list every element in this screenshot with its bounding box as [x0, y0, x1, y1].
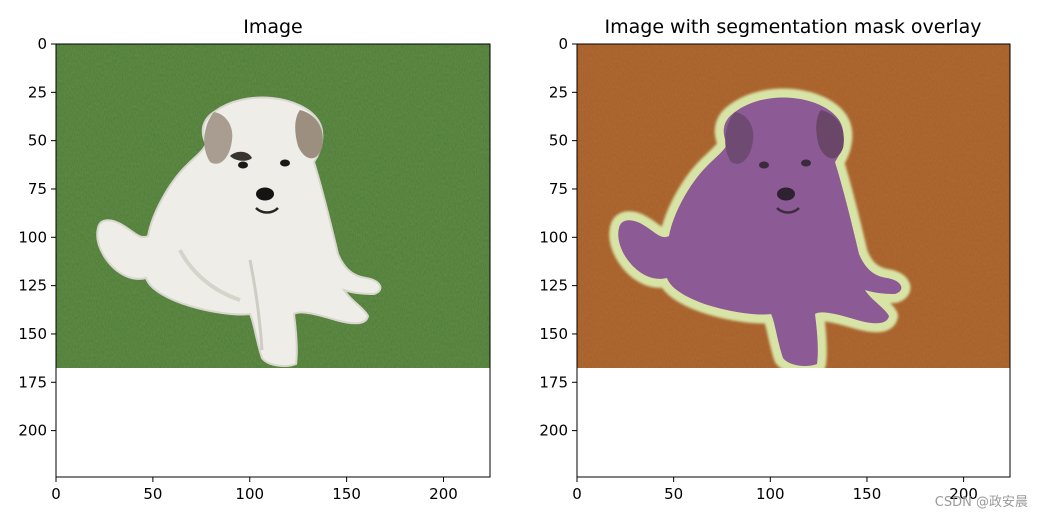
dog-eye-right	[280, 159, 290, 167]
overlay-eye-left	[759, 161, 769, 169]
overlay-ear-right	[816, 110, 844, 159]
dog-eye-left	[238, 161, 248, 169]
y-tick-label-R-50: 50	[549, 132, 568, 150]
axes-frame-right	[576, 43, 1011, 478]
x-tick-label-L-0: 0	[51, 485, 61, 503]
y-tick-label-L-50: 50	[28, 132, 47, 150]
y-tick-label-R-175: 175	[539, 373, 568, 391]
padding-region-overlay	[577, 368, 1010, 477]
y-tick-label-L-125: 125	[18, 277, 47, 295]
y-tick-label-R-75: 75	[549, 180, 568, 198]
y-tick-label-R-25: 25	[549, 83, 568, 101]
y-tick-label-R-100: 100	[539, 228, 568, 246]
y-tick-label-R-125: 125	[539, 277, 568, 295]
title-right: Image with segmentation mask overlay	[605, 16, 982, 38]
dog-body-shadow	[178, 249, 241, 302]
padding-region	[56, 368, 490, 477]
overlay-nose	[777, 187, 795, 201]
plot-overlay	[577, 44, 1010, 477]
x-tick-label-R-0: 0	[572, 485, 582, 503]
y-tick-label-R-200: 200	[539, 422, 568, 440]
dog-photo	[96, 96, 382, 367]
overlay-eye-right	[801, 159, 811, 167]
plot-image	[56, 44, 490, 477]
ticks-right: 0 50 100 150 200 0 25 50 75 100 125 150 175 200	[539, 35, 978, 503]
y-tick-label-R-0: 0	[558, 35, 568, 53]
x-tick-label-R-150: 150	[853, 485, 882, 503]
x-tick-label-L-150: 150	[332, 485, 361, 503]
y-tick-label-L-200: 200	[18, 422, 47, 440]
y-tick-label-L-100: 100	[18, 228, 47, 246]
x-tick-label-L-100: 100	[235, 485, 264, 503]
y-tick-label-L-75: 75	[28, 180, 47, 198]
y-tick-label-L-175: 175	[18, 373, 47, 391]
watermark: CSDN @政安晨	[935, 495, 1028, 510]
dog-ear-right	[295, 110, 323, 159]
dog-nose	[256, 187, 274, 201]
axes-frame-left	[55, 43, 491, 478]
dog-face-shade	[230, 151, 252, 161]
y-tick-label-L-150: 150	[18, 325, 47, 343]
overlay-ear-left	[725, 112, 754, 164]
x-tick-label-R-50: 50	[664, 485, 683, 503]
y-tick-label-R-150: 150	[539, 325, 568, 343]
x-tick-label-L-50: 50	[143, 485, 162, 503]
y-tick-label-L-25: 25	[28, 83, 47, 101]
dog-ear-left	[204, 112, 233, 164]
x-tick-label-R-100: 100	[756, 485, 785, 503]
y-tick-label-L-0: 0	[37, 35, 47, 53]
x-tick-label-R-200: 200	[949, 485, 978, 503]
title-left: Image	[243, 16, 303, 38]
dog-leg-shadow	[248, 259, 264, 351]
mask-dog	[618, 98, 901, 366]
dog-mouth	[255, 207, 279, 214]
x-tick-label-L-200: 200	[429, 485, 458, 503]
ticks-left: 0 50 100 150 200 0 25 50 75 100 125 150 175 200	[18, 35, 457, 503]
overlay-mouth	[776, 207, 800, 214]
